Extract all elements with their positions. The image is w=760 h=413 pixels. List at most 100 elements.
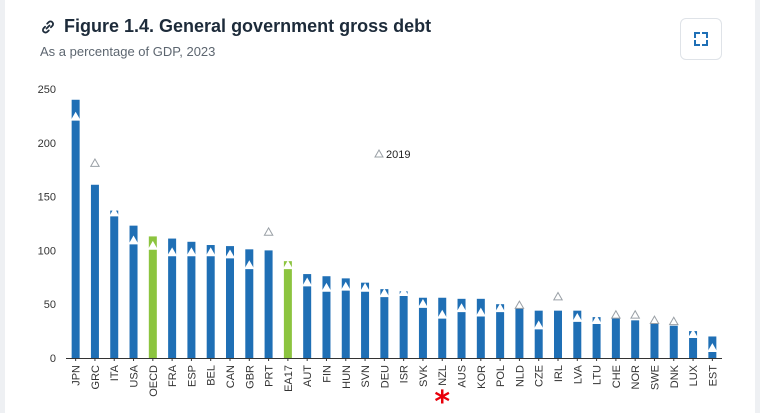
bar-fin (322, 276, 331, 358)
x-tick-label: ITA (109, 364, 121, 381)
marker-2019-aut (302, 277, 313, 287)
x-tick-label: IRL (553, 365, 565, 382)
x-tick-label: EST (707, 365, 719, 387)
x-tick-label: NZL (437, 365, 449, 386)
x-tick-label: GBR (244, 365, 256, 389)
bar-usa (129, 225, 138, 358)
marker-2019-ea17 (282, 260, 293, 270)
marker-2019-est (707, 343, 718, 352)
marker-2019-bel (205, 247, 216, 257)
marker-2019-cze (533, 320, 544, 330)
x-tick-label: GRC (90, 365, 102, 390)
bar-prt (264, 250, 273, 358)
marker-2019-isr (398, 287, 409, 297)
marker-2019-nld (514, 300, 525, 309)
bar-swe (650, 323, 659, 358)
bar-aus (457, 298, 466, 358)
bar-aut (303, 274, 312, 358)
marker-2019-kor (475, 307, 486, 317)
marker-2019-ita (109, 207, 120, 217)
marker-2019-dnk (668, 316, 679, 326)
x-tick-label: NLD (514, 365, 526, 387)
expand-button[interactable] (680, 18, 722, 60)
marker-2019-fra (167, 247, 178, 257)
bar-fra (168, 238, 177, 358)
x-tick-label: KOR (476, 365, 488, 389)
marker-2019-deu (379, 288, 390, 298)
bar-pol (496, 304, 505, 358)
markers-group (70, 111, 718, 352)
x-tick-label: LUX (688, 364, 700, 386)
chart-header: Figure 1.4. General government gross deb… (40, 16, 431, 59)
marker-2019-swe (649, 315, 660, 324)
legend-marker (374, 148, 384, 158)
bar-svn (361, 282, 370, 358)
bar-ita (110, 210, 119, 358)
x-tick-label: CHE (611, 365, 623, 388)
marker-2019-svk (417, 298, 429, 308)
bar-hun (341, 278, 350, 358)
x-tick-label: ESP (186, 365, 198, 387)
bar-can (226, 246, 234, 358)
marker-2019-lux (687, 329, 699, 338)
link-icon[interactable] (40, 19, 56, 35)
bar-isr (399, 291, 408, 358)
bar-grc (90, 184, 99, 358)
x-tick-label: BEL (206, 365, 218, 386)
marker-2019-nor (630, 309, 641, 319)
marker-2019-aus (456, 303, 467, 313)
bars-group (71, 99, 717, 358)
left-border (0, 0, 5, 413)
x-tick-label: LVA (572, 364, 584, 384)
bar-cze (534, 310, 543, 358)
x-tick-label: POL (495, 365, 507, 387)
bar-gbr (245, 249, 254, 358)
marker-2019-esp (186, 247, 197, 257)
legend-label: 2019 (386, 149, 410, 161)
x-tick-label: FRA (167, 364, 179, 387)
x-tick-label: SWE (649, 365, 661, 390)
x-tick-label: OECD (148, 365, 160, 397)
marker-2019-grc (89, 158, 101, 167)
marker-2019-oecd (147, 240, 158, 250)
y-tick-label: 100 (38, 245, 56, 257)
x-tick-label: NOR (630, 365, 642, 390)
bar-ea17 (283, 261, 292, 358)
x-tick-label: DNK (669, 364, 681, 388)
right-border (755, 0, 760, 413)
x-axis: JPN GRC ITA USA OECD FRA ESP BEL CAN GBR PRT EA17 AU… (71, 358, 719, 397)
y-tick-label: 0 (50, 353, 56, 365)
bar-nor (631, 320, 640, 358)
marker-2019-svn (359, 282, 371, 292)
bar-nzl (438, 297, 447, 358)
bar-deu (380, 289, 389, 358)
annotations: * (434, 385, 450, 413)
marker-2019-fin (321, 282, 332, 292)
bar-lva (573, 310, 582, 358)
x-tick-label: HUN (341, 365, 353, 389)
x-tick-label: JPN (71, 365, 83, 386)
marker-2019-can (224, 249, 236, 259)
marker-2019-jpn (70, 111, 81, 121)
bar-esp (187, 241, 196, 358)
x-tick-label: LTU (592, 365, 604, 385)
marker-2019-lva (572, 312, 583, 322)
marker-2019-irl (552, 291, 564, 301)
bar-nld (515, 308, 524, 358)
marker-2019-gbr (244, 260, 255, 270)
bar-irl (554, 310, 562, 358)
bar-oecd (148, 236, 157, 358)
x-tick-label: PRT (264, 365, 276, 387)
bar-bel (206, 245, 215, 358)
x-tick-label: SVN (360, 365, 372, 388)
expand-icon (694, 32, 708, 46)
bar-lux (689, 331, 698, 358)
bar-ltu (592, 317, 601, 358)
y-tick-label: 150 (38, 192, 56, 204)
x-tick-label: USA (129, 364, 141, 387)
marker-2019-hun (340, 281, 351, 291)
y-axis: 0 50 100 150 200 250 (38, 84, 722, 365)
x-tick-label: CZE (534, 365, 546, 387)
